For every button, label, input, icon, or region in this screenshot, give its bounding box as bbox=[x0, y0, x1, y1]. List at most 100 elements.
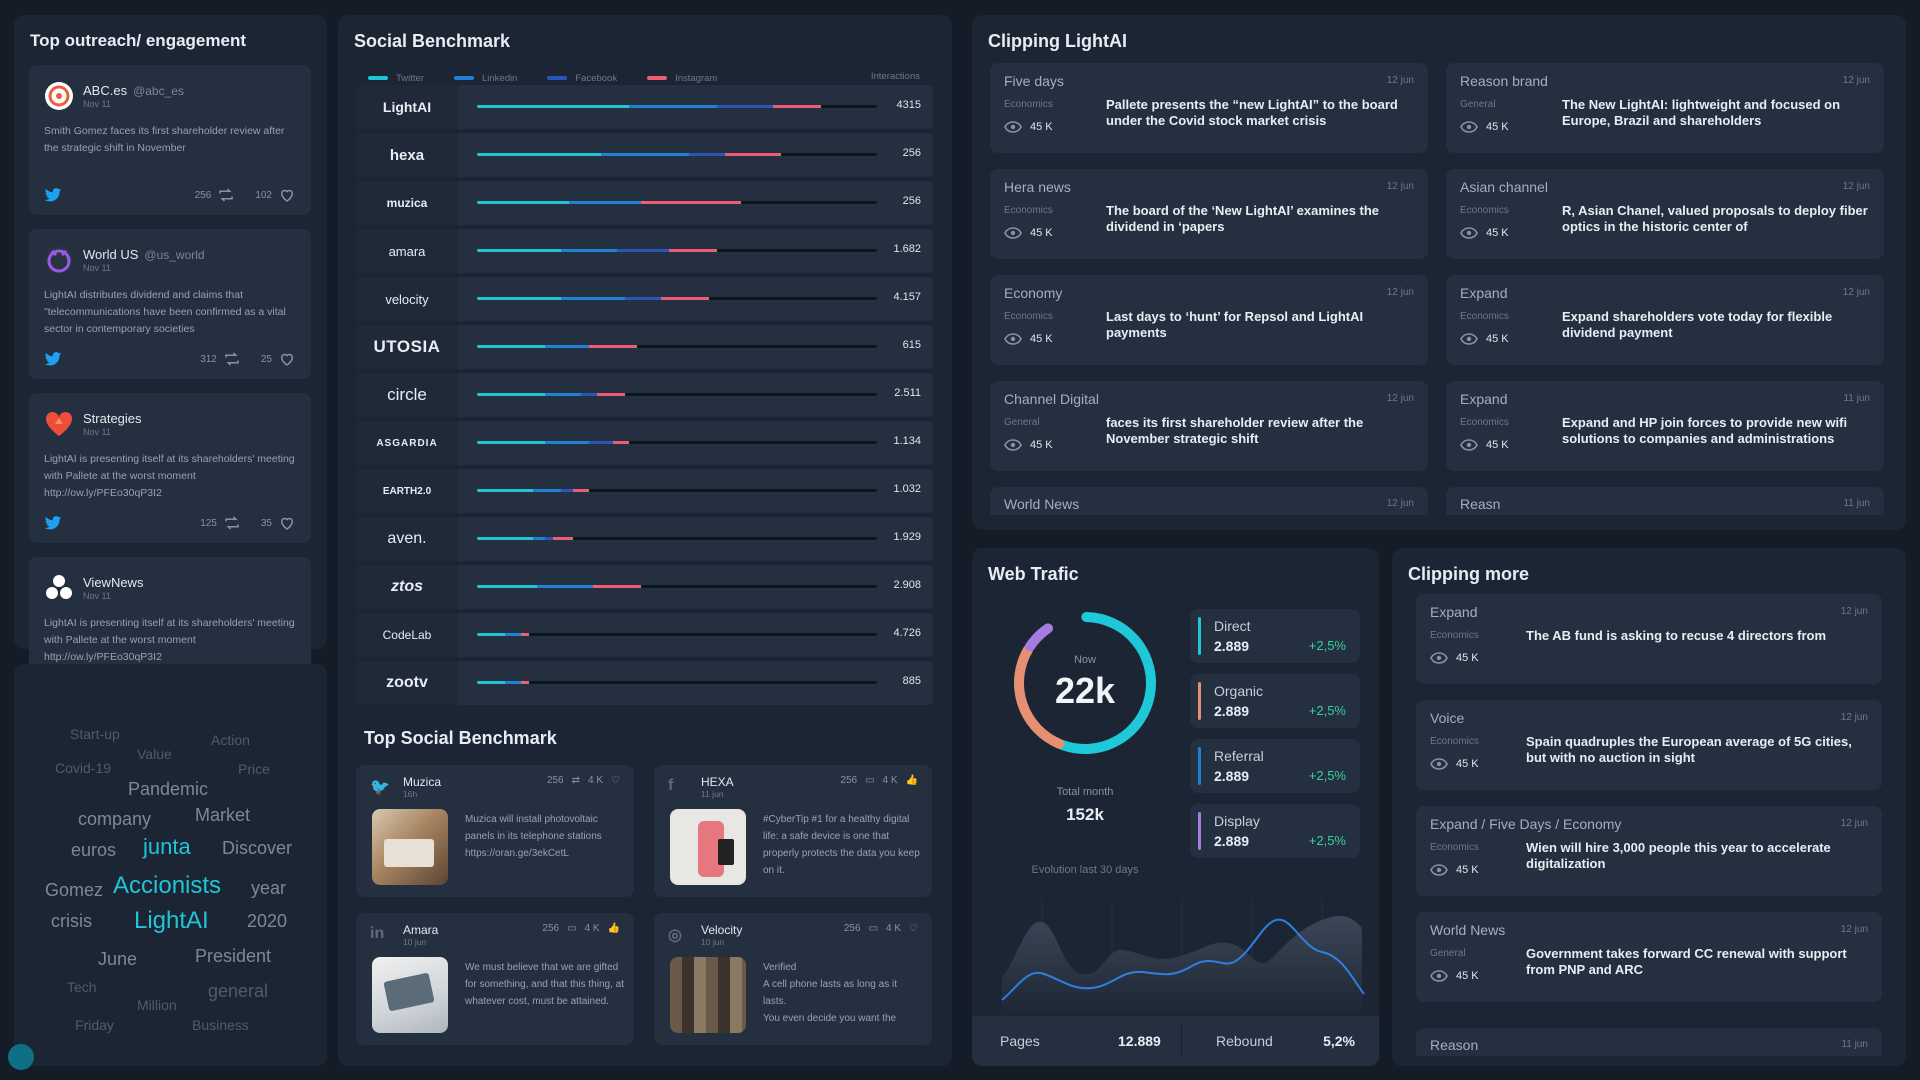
post-author: ViewNews bbox=[83, 575, 144, 590]
word[interactable]: Tech bbox=[67, 979, 97, 995]
traffic-source-referral[interactable]: Referral 2.889 +2,5% bbox=[1190, 739, 1360, 793]
clipping-card-peek[interactable]: Reasn 11 jun bbox=[1446, 487, 1884, 515]
assistant-bubble[interactable] bbox=[8, 1044, 34, 1070]
clipping-card[interactable]: Economy 12 jun Economics 45 K Last days to ‘… bbox=[990, 275, 1428, 365]
web-traffic-panel: Web Trafic Now 22k Total month 152k Evol… bbox=[972, 548, 1379, 1066]
twitter-icon[interactable] bbox=[44, 514, 62, 532]
word[interactable]: Value bbox=[137, 746, 172, 762]
clipping-card[interactable]: Expand 11 jun Economics 45 K Expand and HP j… bbox=[1446, 381, 1884, 471]
word[interactable]: Business bbox=[192, 1017, 249, 1033]
clipping-card[interactable]: Asian channel 12 jun Economics 45 K R, Asian… bbox=[1446, 169, 1884, 259]
clipping-card[interactable]: Hera news 12 jun Economics 45 K The board of… bbox=[990, 169, 1428, 259]
word[interactable]: euros bbox=[71, 840, 117, 860]
bar-segment bbox=[521, 633, 529, 636]
word[interactable]: Action bbox=[211, 732, 250, 748]
benchmark-row[interactable]: ztos 2.908 bbox=[356, 565, 933, 609]
benchmark-row[interactable]: hexa 256 bbox=[356, 133, 933, 177]
benchmark-row[interactable]: circle 2.511 bbox=[356, 373, 933, 417]
heart-icon[interactable] bbox=[278, 514, 296, 532]
clipping-card[interactable]: Expand 12 jun Economics 45 K Expand sharehol… bbox=[1446, 275, 1884, 365]
word[interactable]: Pandemic bbox=[128, 779, 209, 799]
benchmark-row[interactable]: aven. 1.929 bbox=[356, 517, 933, 561]
card-headline[interactable]: Spain quadruples the European average of… bbox=[1526, 734, 1852, 765]
twitter-icon[interactable] bbox=[44, 350, 62, 368]
clipping-card[interactable]: Reason brand 12 jun General 45 K The New Lig… bbox=[1446, 63, 1884, 153]
word[interactable]: year bbox=[251, 878, 287, 898]
heart-icon[interactable]: ♡ bbox=[909, 923, 918, 934]
benchmark-row[interactable]: ASGARDIA 1.134 bbox=[356, 421, 933, 465]
word[interactable]: Covid-19 bbox=[55, 760, 112, 776]
benchmark-row[interactable]: amara 1.682 bbox=[356, 229, 933, 273]
word[interactable]: Discover bbox=[222, 838, 293, 858]
clipping-card[interactable]: Voice 12 jun Economics 45 K Spain quadruples… bbox=[1416, 700, 1882, 790]
word[interactable]: Market bbox=[195, 805, 251, 825]
card-headline[interactable]: The AB fund is asking to recuse 4 direct… bbox=[1526, 628, 1827, 643]
clipping-card[interactable]: Expand 12 jun Economics 45 K The AB fund is … bbox=[1416, 594, 1882, 684]
word[interactable]: June bbox=[98, 949, 138, 969]
card-headline[interactable]: R, Asian Chanel, valued proposals to dep… bbox=[1562, 203, 1868, 234]
word[interactable]: Start-up bbox=[70, 726, 120, 742]
benchmark-row[interactable]: LightAI 4315 bbox=[356, 85, 933, 129]
thumbs-up-icon[interactable]: 👍 bbox=[607, 923, 620, 934]
comment-icon[interactable]: ▭ bbox=[868, 923, 879, 934]
heart-icon[interactable] bbox=[278, 350, 296, 368]
retweet-icon[interactable] bbox=[223, 514, 241, 532]
card-headline[interactable]: Last days to ‘hunt’ for Repsol and Light… bbox=[1106, 309, 1364, 340]
like-count: 35 bbox=[260, 517, 272, 529]
post-card[interactable]: World US @us_world Nov 11 LightAI distrib… bbox=[29, 229, 311, 379]
word[interactable]: company bbox=[78, 809, 152, 829]
comment-icon[interactable]: ▭ bbox=[865, 775, 875, 786]
social-card[interactable]: f HEXA 11 jun 256 ▭ 4 K 👍 #CyberTip #1 for … bbox=[654, 765, 932, 897]
benchmark-row[interactable]: muzica 256 bbox=[356, 181, 933, 225]
views-value: 45 K bbox=[1030, 333, 1053, 345]
word[interactable]: Friday bbox=[75, 1017, 114, 1033]
post-card[interactable]: ABC.es @abc_es Nov 11 Smith Gomez faces i… bbox=[29, 65, 311, 215]
benchmark-row[interactable]: UTOSIA 615 bbox=[356, 325, 933, 369]
word[interactable]: junta bbox=[143, 834, 191, 859]
social-card[interactable]: 🐦 Muzica 16h 256 ⇄ 4 K ♡ Muzica will instal… bbox=[356, 765, 634, 897]
clipping-card[interactable]: Channel Digital 12 jun General 45 K faces i… bbox=[990, 381, 1428, 471]
card-headline[interactable]: The New LightAI: lightweight and focused… bbox=[1562, 97, 1841, 128]
social-card[interactable]: ◎ Velocity 10 jun 256 ▭ 4 K ♡ Verified A ce… bbox=[654, 913, 932, 1045]
clipping-card-peek[interactable]: World News 12 jun bbox=[990, 487, 1428, 515]
post-card[interactable]: Strategies Nov 11 LightAI is presenting … bbox=[29, 393, 311, 543]
comment-icon[interactable]: ▭ bbox=[567, 923, 577, 934]
benchmark-row[interactable]: EARTH2.0 1.032 bbox=[356, 469, 933, 513]
card-headline[interactable]: Pallete presents the “new LightAI” to th… bbox=[1106, 97, 1398, 128]
total-value: 152k bbox=[1066, 805, 1104, 824]
benchmark-row[interactable]: zootv 885 bbox=[356, 661, 933, 705]
clipping-card-peek[interactable]: Reason 11 jun bbox=[1416, 1028, 1882, 1056]
clipping-card[interactable]: Five days 12 jun Economics 45 K Pallete pres… bbox=[990, 63, 1428, 153]
twitter-icon[interactable] bbox=[44, 186, 62, 204]
clipping-card[interactable]: World News 12 jun General 45 K Government ta… bbox=[1416, 912, 1882, 1002]
traffic-source-direct[interactable]: Direct 2.889 +2,5% bbox=[1190, 609, 1360, 663]
word[interactable]: Accionists bbox=[113, 872, 222, 899]
card-headline[interactable]: faces its first shareholder review after… bbox=[1106, 415, 1364, 446]
retweet-icon[interactable] bbox=[223, 350, 241, 368]
card-name: Muzica bbox=[403, 775, 442, 789]
benchmark-row[interactable]: CodeLab 4.726 bbox=[356, 613, 933, 657]
card-headline[interactable]: Expand shareholders vote today for flexi… bbox=[1562, 309, 1833, 340]
word[interactable]: President bbox=[195, 946, 272, 966]
traffic-source-organic[interactable]: Organic 2.889 +2,5% bbox=[1190, 674, 1360, 728]
retweet-icon[interactable]: ⇄ bbox=[571, 775, 581, 786]
retweet-icon[interactable] bbox=[217, 186, 235, 204]
card-headline[interactable]: The board of the ‘New LightAI’ examines … bbox=[1106, 203, 1380, 234]
social-card[interactable]: in Amara 10 jun 256 ▭ 4 K 👍 We must believe… bbox=[356, 913, 634, 1045]
traffic-source-display[interactable]: Display 2.889 +2,5% bbox=[1190, 804, 1360, 858]
word[interactable]: 2020 bbox=[247, 911, 288, 931]
benchmark-row[interactable]: velocity 4.157 bbox=[356, 277, 933, 321]
word[interactable]: LightAI bbox=[134, 907, 209, 934]
card-headline[interactable]: Government takes forward CC renewal with… bbox=[1526, 946, 1847, 977]
clipping-card[interactable]: Expand / Five Days / Economy 12 jun Econom… bbox=[1416, 806, 1882, 896]
heart-icon[interactable]: ♡ bbox=[611, 775, 620, 786]
card-headline[interactable]: Wien will hire 3,000 people this year to… bbox=[1526, 840, 1831, 871]
word[interactable]: Million bbox=[137, 997, 177, 1013]
word[interactable]: crisis bbox=[51, 911, 92, 931]
word[interactable]: Price bbox=[238, 761, 270, 777]
thumbs-up-icon[interactable]: 👍 bbox=[905, 775, 918, 786]
card-headline[interactable]: Expand and HP join forces to provide new… bbox=[1562, 415, 1848, 446]
word[interactable]: Gomez bbox=[45, 880, 104, 900]
heart-icon[interactable] bbox=[278, 186, 296, 204]
word[interactable]: general bbox=[208, 981, 269, 1001]
